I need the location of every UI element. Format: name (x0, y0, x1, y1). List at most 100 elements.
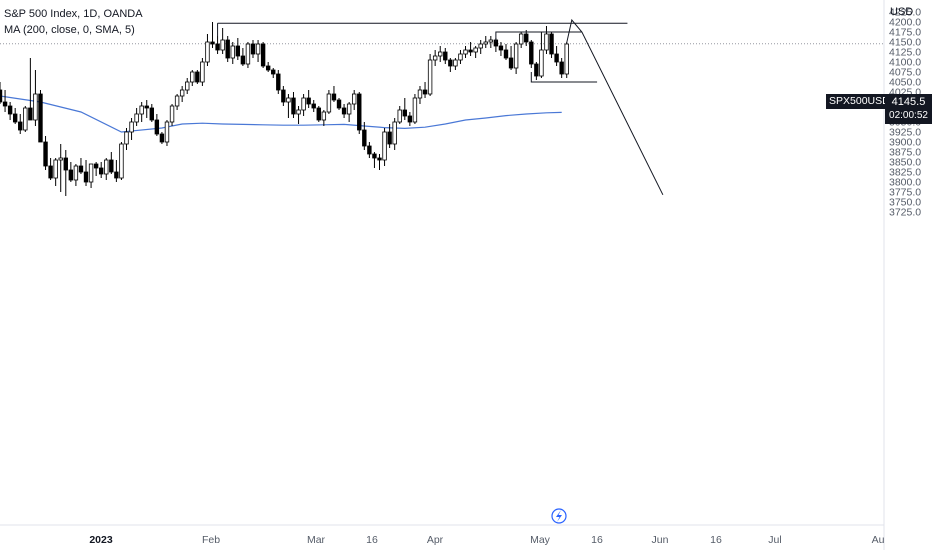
candle[interactable] (554, 46, 559, 66)
candle[interactable] (351, 90, 357, 110)
candle[interactable] (473, 46, 478, 58)
candle[interactable] (422, 82, 428, 98)
candle[interactable] (326, 90, 332, 114)
candle[interactable] (38, 90, 43, 143)
candle[interactable] (169, 104, 175, 126)
candle[interactable] (114, 160, 119, 182)
candle[interactable] (336, 98, 342, 110)
candle[interactable] (83, 160, 89, 186)
candle[interactable] (271, 68, 276, 78)
candle[interactable] (321, 110, 327, 126)
candle[interactable] (104, 158, 109, 180)
candle[interactable] (518, 32, 524, 48)
candle[interactable] (48, 158, 53, 180)
candle[interactable] (417, 86, 423, 104)
candle[interactable] (458, 50, 463, 64)
candle[interactable] (362, 122, 367, 150)
candle[interactable] (301, 94, 306, 116)
candle[interactable] (306, 90, 311, 108)
candle[interactable] (564, 42, 569, 78)
candle[interactable] (265, 62, 271, 72)
candle[interactable] (129, 118, 134, 140)
candle[interactable] (483, 36, 488, 48)
symbol-title[interactable]: S&P 500 Index, 1D, OANDA (4, 8, 143, 20)
candle[interactable] (134, 108, 139, 126)
candle[interactable] (412, 94, 418, 124)
candle[interactable] (190, 70, 195, 86)
candle[interactable] (382, 128, 387, 166)
candle[interactable] (164, 120, 170, 146)
candle[interactable] (524, 30, 529, 46)
candle[interactable] (392, 118, 397, 150)
candle[interactable] (443, 48, 448, 64)
time-axis[interactable]: 2023 Feb Mar 16 Apr May 16 Jun 16 Jul Au (89, 534, 884, 546)
candle[interactable] (139, 102, 144, 122)
candle[interactable] (529, 40, 534, 68)
candle[interactable] (539, 32, 544, 78)
candle[interactable] (124, 128, 129, 150)
candle[interactable] (7, 102, 13, 120)
candle[interactable] (331, 86, 337, 102)
candle[interactable] (73, 164, 79, 186)
candle[interactable] (549, 32, 554, 58)
bottom-range-line[interactable] (530, 72, 598, 83)
projection-path[interactable] (566, 18, 664, 196)
candle[interactable] (93, 162, 99, 176)
candle[interactable] (534, 62, 539, 80)
candle[interactable] (159, 132, 165, 144)
drawings-layer[interactable] (217, 18, 664, 196)
candle[interactable] (23, 106, 28, 132)
candle[interactable] (68, 162, 74, 182)
candle[interactable] (179, 86, 185, 102)
candle[interactable] (53, 158, 58, 186)
candle[interactable] (377, 154, 382, 170)
candle[interactable] (478, 40, 483, 54)
candle[interactable] (508, 46, 514, 70)
candle[interactable] (43, 136, 48, 170)
candle[interactable] (286, 94, 291, 118)
candle[interactable] (276, 70, 281, 94)
candle[interactable] (407, 112, 413, 126)
candle[interactable] (149, 104, 154, 122)
candle[interactable] (544, 26, 549, 54)
candle[interactable] (316, 106, 321, 122)
candle[interactable] (109, 152, 114, 174)
candle[interactable] (18, 114, 23, 134)
candle[interactable] (281, 86, 286, 106)
candle[interactable] (88, 163, 94, 188)
candle[interactable] (99, 162, 104, 178)
indicator-label[interactable]: MA (200, close, 0, SMA, 5) (4, 24, 135, 36)
candle[interactable] (215, 36, 220, 54)
candle[interactable] (311, 100, 316, 112)
candle[interactable] (245, 42, 251, 68)
candle[interactable] (174, 94, 180, 110)
candle[interactable] (296, 106, 301, 124)
candle[interactable] (468, 42, 473, 56)
candle[interactable] (397, 106, 402, 124)
candle[interactable] (357, 92, 362, 134)
candle[interactable] (0, 82, 3, 104)
candle[interactable] (255, 40, 261, 62)
candle[interactable] (438, 46, 443, 62)
candle[interactable] (346, 102, 352, 122)
ma-200-line[interactable] (0, 95, 562, 133)
candle[interactable] (432, 50, 438, 66)
candle[interactable] (205, 34, 210, 66)
candle[interactable] (210, 22, 215, 48)
candle[interactable] (2, 90, 8, 112)
candle[interactable] (220, 28, 225, 54)
candle[interactable] (341, 104, 347, 118)
candle[interactable] (154, 114, 160, 136)
lightning-icon[interactable] (551, 508, 567, 524)
candle[interactable] (195, 70, 200, 84)
candle[interactable] (367, 142, 372, 158)
candle[interactable] (144, 100, 149, 118)
candle[interactable] (463, 46, 468, 58)
candle[interactable] (387, 124, 392, 148)
top-range-line[interactable] (495, 31, 582, 42)
candle[interactable] (402, 98, 407, 120)
candle[interactable] (185, 78, 190, 94)
candle[interactable] (230, 42, 235, 64)
